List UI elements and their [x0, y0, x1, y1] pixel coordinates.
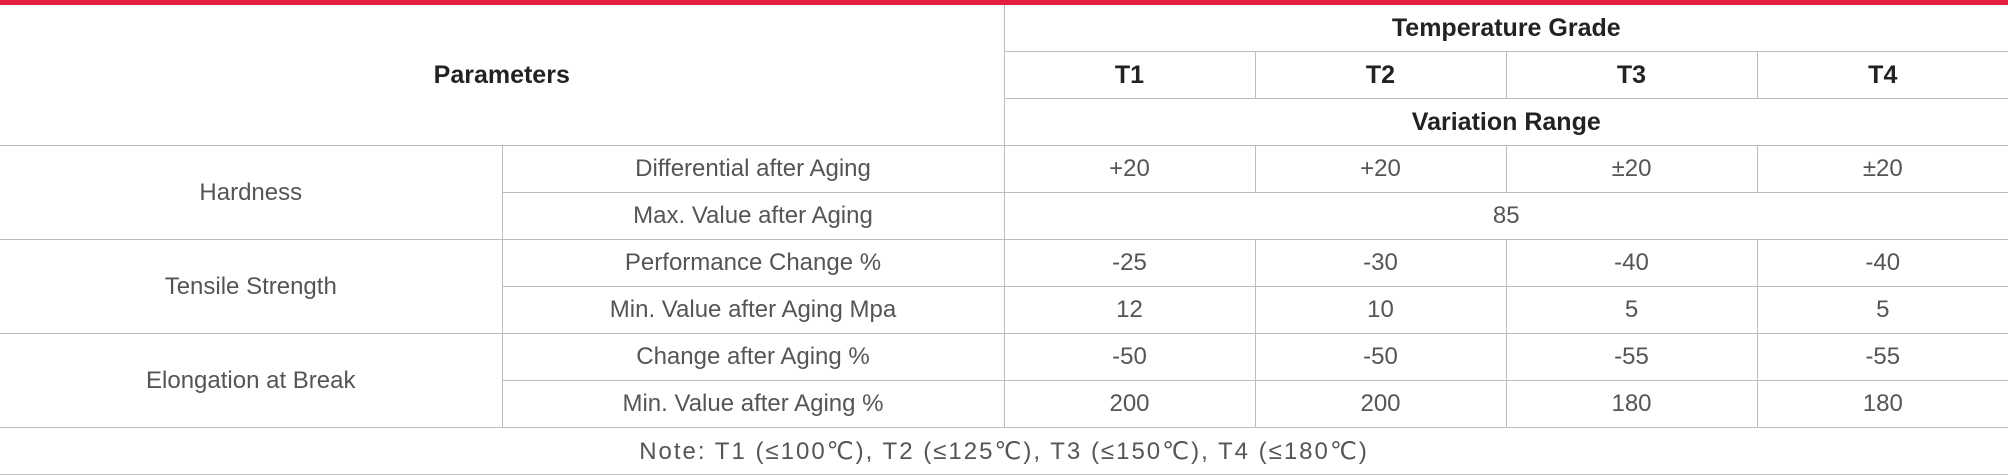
value-cell: -40 [1756, 239, 2008, 287]
row-label: Max. Value after Aging [502, 192, 1005, 240]
data-row: Max. Value after Aging 85 [0, 192, 2008, 240]
group-name: Hardness [0, 145, 503, 240]
grade-row: T1 T2 T3 T4 [0, 51, 2008, 99]
value-cell: 200 [1003, 380, 1256, 428]
temperature-grade-header: Temperature Grade [1003, 5, 2008, 52]
data-row: Elongation at Break Change after Aging % -… [0, 333, 2008, 428]
table-body: Parameters Temperature Grade T1 T2 T3 T4 Va… [0, 5, 2008, 475]
note-row: Note: T1 (≤100℃), T2 (≤125℃), T3 (≤150℃)… [0, 427, 2008, 475]
value-cell: -50 [1003, 333, 1256, 381]
grade-header: T1 [1004, 51, 1256, 99]
value-cell: -50 [1254, 333, 1507, 381]
value-cell: 200 [1254, 380, 1507, 428]
grade-header: T2 [1254, 51, 1507, 99]
row-label: Performance Change % [501, 239, 1005, 287]
value-cell: 5 [1505, 286, 1758, 334]
value-cell: 180 [1505, 380, 1758, 428]
value-cell: 10 [1254, 286, 1507, 334]
value-cell: ±20 [1505, 145, 1758, 193]
value-cell: -25 [1003, 239, 1256, 287]
spec-table: Parameters Temperature Grade T1 T2 T3 T4 Va… [0, 5, 2008, 475]
value-cell: -55 [1756, 333, 2008, 381]
grade-header: T4 [1756, 51, 2008, 99]
data-row: Min. Value after Aging Mpa 12 10 5 5 [0, 286, 2008, 334]
grade-header: T3 [1505, 51, 1758, 99]
note: Note: T1 (≤100℃), T2 (≤125℃), T3 (≤150℃)… [0, 427, 2008, 475]
value-cell: +20 [1254, 145, 1507, 193]
row-label: Change after Aging % [501, 333, 1005, 381]
group-name: Tensile Strength [0, 239, 503, 334]
header-row: Parameters Temperature Grade [0, 5, 2008, 146]
row-label: Min. Value after Aging % [502, 380, 1005, 428]
data-row: Tensile Strength Performance Change % -25-… [0, 239, 2008, 334]
value-cell: 180 [1756, 380, 2008, 428]
group-name: Elongation at Break [0, 333, 503, 428]
value-cell: +20 [1003, 145, 1256, 193]
value-cell: -40 [1505, 239, 1758, 287]
value-cell: 12 [1003, 286, 1256, 334]
row-label: Differential after Aging [501, 145, 1005, 193]
header-row: Variation Range [0, 98, 2008, 146]
row-label: Min. Value after Aging Mpa [502, 286, 1005, 334]
value-cell: 5 [1756, 286, 2008, 334]
value-cell: -55 [1505, 333, 1758, 381]
value-cell: -30 [1254, 239, 1507, 287]
variation-range-header: Variation Range [1004, 98, 2008, 146]
parameters-header: Parameters [0, 5, 1005, 146]
data-row: Hardness Differential after Aging +20 +20 ±2… [0, 145, 2008, 240]
merged-value: 85 [1003, 192, 2008, 240]
value-cell: ±20 [1756, 145, 2008, 193]
